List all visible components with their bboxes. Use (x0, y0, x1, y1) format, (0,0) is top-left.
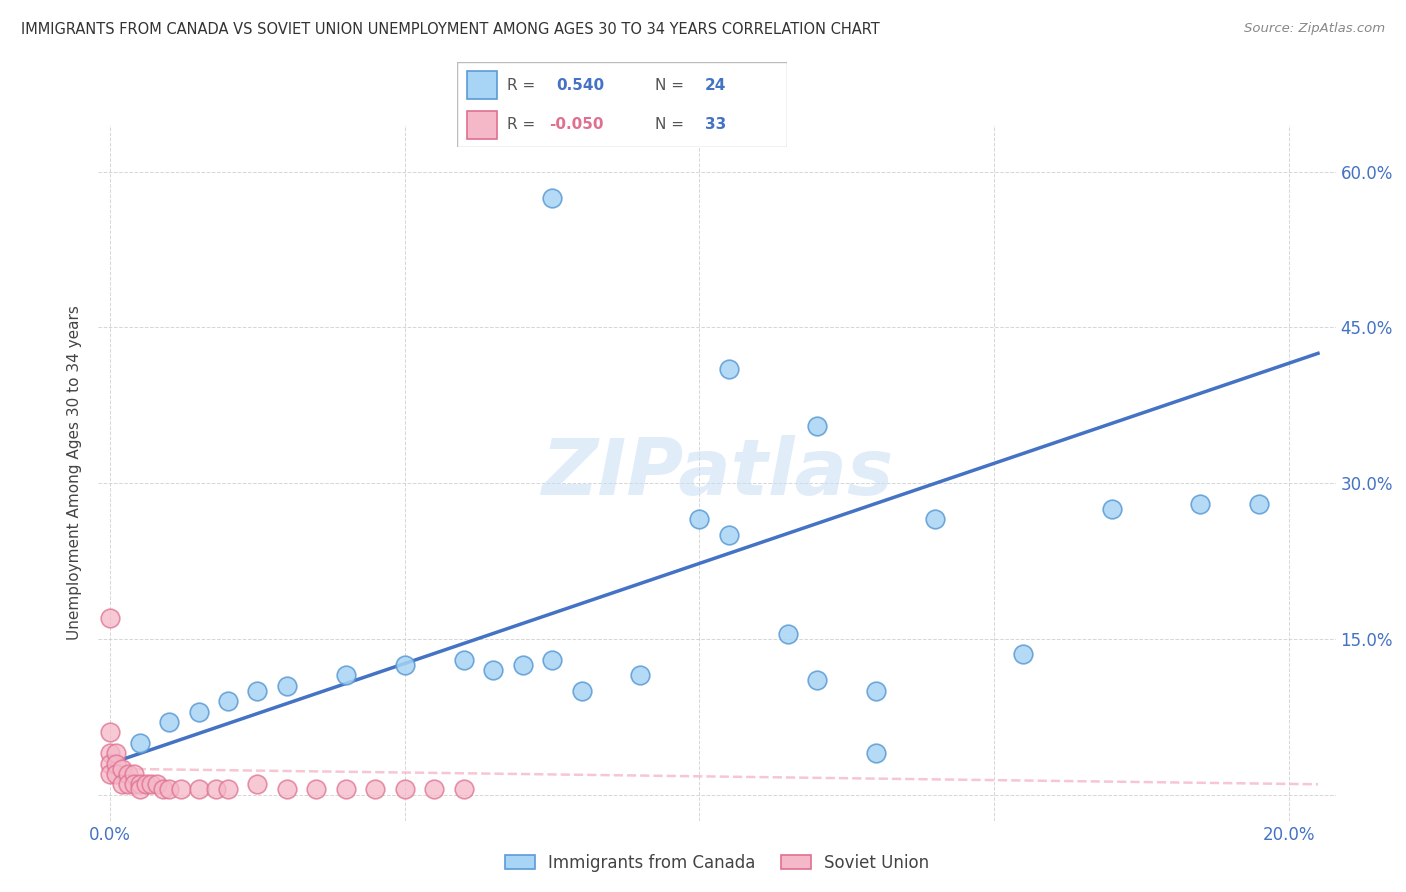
Point (122, 767, 145, 781)
Point (217, 694, 239, 708)
Point (305, 782, 328, 797)
Point (98, 767, 121, 781)
Point (187, 705, 209, 719)
Point (111, 762, 134, 776)
FancyBboxPatch shape (467, 111, 496, 139)
Point (1101, 502, 1123, 516)
Point (98, 611, 121, 625)
Point (105, 746, 128, 760)
Legend: Immigrants from Canada, Soviet Union: Immigrants from Canada, Soviet Union (498, 847, 936, 879)
Point (717, 362, 740, 376)
Point (806, 673, 828, 688)
Point (117, 767, 139, 781)
Point (776, 626, 799, 640)
Point (1012, 648, 1035, 662)
Point (335, 668, 357, 682)
Point (98, 746, 121, 760)
Point (806, 419, 828, 434)
Point (217, 782, 239, 797)
Point (157, 782, 180, 797)
Point (1249, 497, 1271, 511)
Text: N =: N = (655, 117, 685, 132)
Text: 0.540: 0.540 (557, 78, 605, 93)
Point (128, 736, 150, 750)
Point (246, 777, 269, 791)
Point (111, 777, 134, 791)
Point (924, 512, 946, 526)
Text: 33: 33 (704, 117, 725, 132)
Point (128, 782, 150, 797)
Point (246, 683, 269, 698)
Point (482, 663, 505, 677)
Y-axis label: Unemployment Among Ages 30 to 34 years: Unemployment Among Ages 30 to 34 years (67, 305, 83, 640)
Text: IMMIGRANTS FROM CANADA VS SOVIET UNION UNEMPLOYMENT AMONG AGES 30 TO 34 YEARS CO: IMMIGRANTS FROM CANADA VS SOVIET UNION U… (21, 22, 880, 37)
Text: R =: R = (506, 78, 534, 93)
Point (394, 782, 416, 797)
Point (98, 725, 121, 739)
Point (688, 512, 710, 526)
FancyBboxPatch shape (467, 71, 496, 99)
Point (541, 190, 564, 204)
Point (865, 683, 887, 698)
Point (98, 756, 121, 771)
Point (135, 777, 157, 791)
Point (105, 767, 128, 781)
Text: R =: R = (506, 117, 534, 132)
Point (1189, 497, 1212, 511)
Point (117, 777, 139, 791)
Point (453, 782, 475, 797)
Point (865, 746, 887, 760)
Point (630, 668, 652, 682)
Point (541, 653, 564, 667)
Point (423, 782, 446, 797)
Text: ZIPatlas: ZIPatlas (541, 434, 893, 511)
Point (364, 782, 387, 797)
Text: Source: ZipAtlas.com: Source: ZipAtlas.com (1244, 22, 1385, 36)
FancyBboxPatch shape (457, 62, 787, 147)
Text: N =: N = (655, 78, 685, 93)
Point (335, 782, 357, 797)
Point (276, 782, 298, 797)
Point (453, 653, 475, 667)
Point (205, 782, 228, 797)
Point (717, 528, 740, 542)
Point (105, 756, 128, 771)
Point (276, 679, 298, 693)
Text: 24: 24 (704, 78, 725, 93)
Point (571, 683, 593, 698)
Point (146, 777, 169, 791)
Point (122, 777, 145, 791)
Point (187, 782, 209, 797)
Text: -0.050: -0.050 (550, 117, 605, 132)
Point (128, 777, 150, 791)
Point (157, 714, 180, 729)
Point (512, 657, 534, 672)
Point (170, 782, 193, 797)
Point (141, 777, 163, 791)
Point (152, 782, 174, 797)
Point (394, 657, 416, 672)
